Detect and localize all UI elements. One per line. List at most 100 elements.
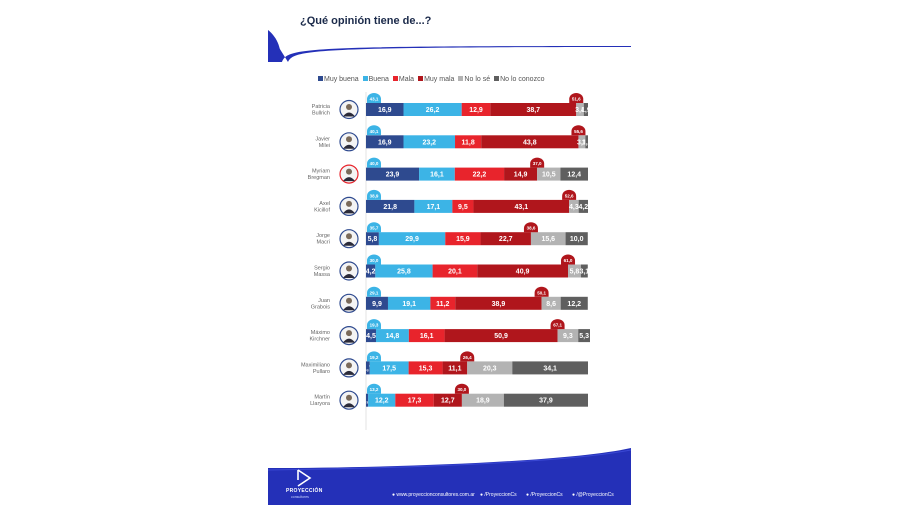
positive-total-label: 13,2 <box>370 387 379 392</box>
positive-total-badge <box>367 254 381 265</box>
bar-segment <box>369 361 409 375</box>
bar-segment <box>366 199 415 213</box>
web-icon: ● <box>392 492 396 498</box>
bar-value-label: 29,9 <box>405 236 419 243</box>
legend-label: No lo sé <box>464 76 491 83</box>
bar-value-label: 43,8 <box>523 139 537 146</box>
negative-total-label: 30,0 <box>458 387 467 392</box>
bar-segment <box>467 361 513 375</box>
bar-segment <box>366 167 420 181</box>
footer-link-instagram[interactable]: ● /ProyeccionCs <box>526 492 563 498</box>
positive-total-label: 19,3 <box>370 323 379 328</box>
candidate-name-line: Patricia <box>312 104 331 110</box>
bar-value-label: 4,3 <box>569 204 579 211</box>
negative-total-label: 51,6 <box>572 97 581 102</box>
bar-segment <box>442 361 468 375</box>
avatar-head-icon <box>346 233 352 240</box>
bar-value-label: 10,5 <box>542 172 556 179</box>
bar-value-label: 1,9 <box>581 107 591 114</box>
facebook-icon: ● <box>572 492 576 498</box>
negative-total-badge <box>523 222 538 233</box>
bar-segment <box>461 103 491 116</box>
legend-label: Buena <box>368 76 389 83</box>
bar-value-label: 16,9 <box>378 139 392 146</box>
positive-total-label: 35,7 <box>370 226 379 231</box>
bar-segment <box>403 135 456 149</box>
positive-total-badge <box>367 157 381 168</box>
candidate-name-line: Kicillof <box>314 207 330 213</box>
positive-total-badge <box>367 319 381 330</box>
footer-link-twitter[interactable]: ● /ProyeccionCs <box>480 492 517 498</box>
positive-total-badge <box>367 351 381 362</box>
negative-total-label: 26,4 <box>463 355 472 360</box>
bar-value-label: 9,5 <box>458 204 468 211</box>
positive-total-label: 19,2 <box>370 355 379 360</box>
avatar-body-icon <box>343 306 355 311</box>
page-title: ¿Qué opinión tiene de...? <box>300 15 432 27</box>
bar-value-label: 4,5 <box>366 333 376 340</box>
negative-total-badge <box>454 383 469 394</box>
bar-value-label: 40,9 <box>516 269 530 276</box>
bar-segment <box>585 135 588 149</box>
candidate-name-line: Maximiliano <box>301 362 330 368</box>
legend-label: Mala <box>398 76 415 83</box>
bar-value-label: 38,9 <box>492 301 506 308</box>
bar-value-label: 43,1 <box>514 204 528 211</box>
negative-total-label: 67,1 <box>553 323 562 328</box>
negative-total-badge <box>569 93 584 103</box>
avatar-body-icon <box>343 241 355 246</box>
bar-value-label: 3,1 <box>577 139 587 146</box>
bar-value-label: 12,4 <box>567 172 581 179</box>
legend-item: No lo conozco <box>494 76 544 83</box>
bar-segment <box>366 103 404 116</box>
bar-segment <box>414 199 453 213</box>
candidate-name-line: Bullrich <box>312 111 330 117</box>
infographic-card <box>268 0 631 505</box>
bar-segment <box>481 135 579 149</box>
candidate-name-line: Axel <box>319 201 330 207</box>
header-swoosh <box>268 30 631 62</box>
avatar-head-icon <box>346 297 352 304</box>
positive-total-label: 40,1 <box>370 129 379 134</box>
positive-total-label: 43,1 <box>370 97 379 102</box>
avatar-body-icon <box>343 403 355 408</box>
footer-link-facebook[interactable]: ● /@ProyeccionCs <box>572 492 614 498</box>
positive-total-badge <box>367 222 381 233</box>
positive-total-label: 40,0 <box>370 161 379 166</box>
bar-segment <box>461 393 504 407</box>
legend-swatch <box>494 76 500 81</box>
candidate-name-line: Bregman <box>308 175 330 181</box>
bar-value-label: 4,2 <box>366 269 376 276</box>
bar-value-label: 22,2 <box>473 172 487 179</box>
legend-label: No lo conozco <box>500 76 545 83</box>
positive-total-label: 38,9 <box>370 193 379 198</box>
negative-total-label: 37,0 <box>533 161 542 166</box>
avatar-body-icon <box>343 274 355 278</box>
bar-value-label: 21,8 <box>383 204 397 211</box>
legend-item: Mala <box>392 76 415 83</box>
avatar-body-icon <box>343 177 355 182</box>
bar-value-label: 9,3 <box>563 333 573 340</box>
bar-value-label: 34,1 <box>543 365 557 372</box>
bar-segment <box>387 296 431 310</box>
avatar-body-icon <box>343 112 355 117</box>
candidate-name-line: Milei <box>319 143 330 149</box>
avatar-head-icon <box>346 104 352 110</box>
bar-value-label: 12,7 <box>441 398 455 405</box>
legend-swatch <box>318 76 323 81</box>
footer-link-web[interactable]: ● www.proyeccionconsultores.com.ar <box>392 492 475 498</box>
footer-band <box>268 448 631 505</box>
positive-total-label: 29,1 <box>370 290 379 295</box>
candidate-name-line: Kirchner <box>310 337 331 343</box>
bar-segment <box>432 264 478 278</box>
avatar-body-icon <box>343 338 355 343</box>
bar-value-label: 12,2 <box>567 301 581 308</box>
bar-segment <box>504 167 538 181</box>
positive-total-badge <box>367 383 381 394</box>
candidate-name-line: Massa <box>314 272 331 278</box>
bar-segment <box>537 167 561 181</box>
bar-value-label: 1,0 <box>362 398 372 405</box>
avatar-body-icon <box>343 370 355 375</box>
bar-segment <box>569 199 579 213</box>
